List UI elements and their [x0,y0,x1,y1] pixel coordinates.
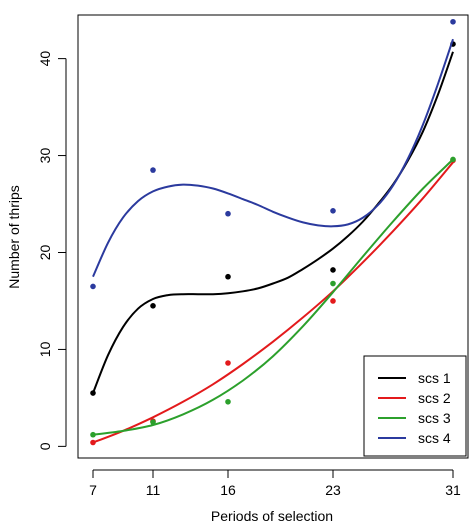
y-axis-label: Number of thrips [6,185,22,288]
x-tick-label: 23 [325,482,341,498]
series-line [92,161,454,444]
data-point [225,273,231,280]
data-point [330,280,336,287]
series-line [92,38,454,278]
y-tick-label: 30 [37,148,53,164]
series-layer [90,18,456,446]
y-tick-label: 40 [37,51,53,67]
data-point [330,267,336,273]
x-axis: 7 11 16 23 31 [89,469,461,498]
data-point [330,298,336,304]
data-point [90,283,96,290]
series-scs-4 [90,18,456,290]
series-line [92,158,454,436]
y-tick-label: 10 [37,341,53,357]
data-point [90,431,96,438]
data-point [225,360,231,366]
x-tick-label: 7 [89,482,97,498]
legend-label: scs 3 [418,410,451,426]
series-scs-3 [90,156,456,438]
legend-box [363,355,467,457]
data-point [150,303,156,309]
data-point [150,419,156,425]
x-tick-label: 11 [146,482,161,498]
y-tick-label: 20 [37,244,53,260]
data-point [150,167,156,173]
data-point [90,390,96,396]
legend-label: scs 1 [418,370,451,386]
data-point [450,18,456,25]
y-tick-label: 0 [37,442,53,450]
plot-frame [77,14,469,459]
legend: scs 1 scs 2 scs 3 scs 4 [363,355,467,457]
x-tick-label: 31 [445,482,461,498]
data-point [225,398,231,405]
y-axis: 0 10 20 30 40 [37,51,67,450]
data-point [225,210,231,217]
x-tick-label: 16 [220,482,236,498]
x-axis-label: Periods of selection [211,508,333,524]
data-point [90,439,96,446]
legend-label: scs 4 [418,430,451,446]
legend-label: scs 2 [418,390,451,406]
data-point [450,156,456,163]
data-point [330,208,336,214]
